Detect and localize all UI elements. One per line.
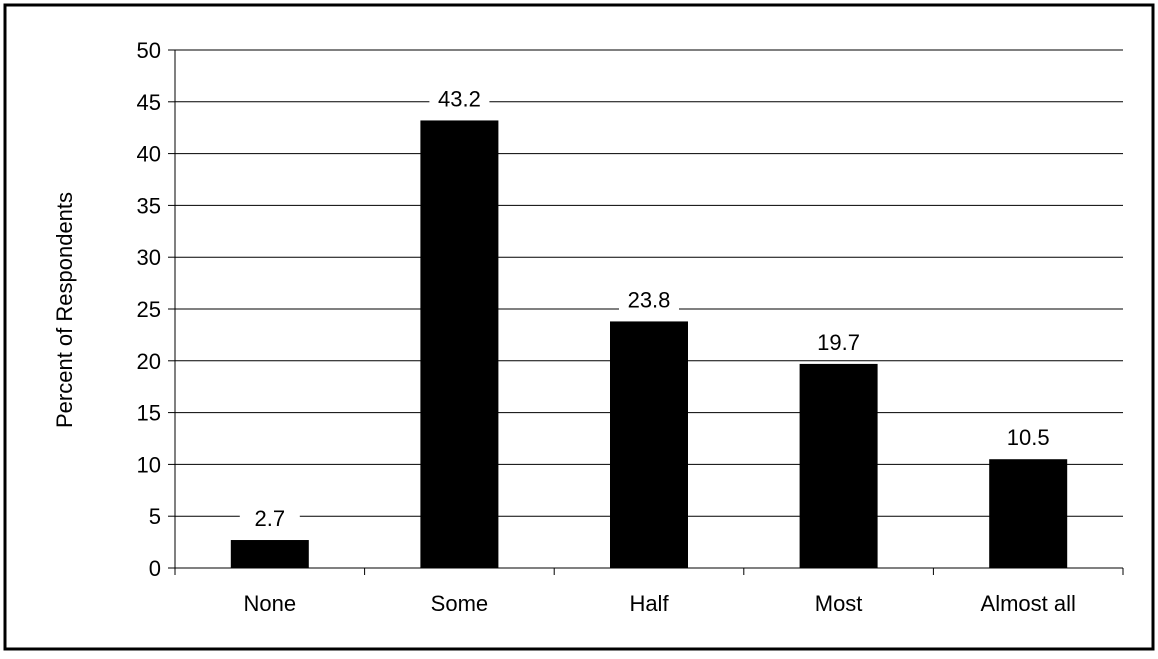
y-tick-label: 25: [137, 297, 161, 322]
x-axis-ticks: None Some Half Most Almost all: [174, 568, 1124, 616]
y-tick-label: 50: [137, 38, 161, 63]
data-label-background: [239, 506, 300, 533]
bar-none: [230, 540, 309, 568]
x-tick-label: Some: [431, 591, 488, 616]
y-tick-label: 20: [137, 349, 161, 374]
data-label: 43.2: [438, 86, 481, 111]
chart-border: [3, 3, 1155, 651]
bar-most: [799, 363, 878, 568]
data-label: 2.7: [255, 506, 286, 531]
data-label: 10.5: [1007, 425, 1050, 450]
y-axis-title: Percent of Respondents: [52, 192, 77, 428]
data-label: 19.7: [817, 330, 860, 355]
y-tick-label: 0: [149, 556, 161, 581]
y-tick-label: 10: [137, 452, 161, 477]
y-tick-label: 15: [137, 401, 161, 426]
bar-half: [610, 321, 688, 568]
data-label-background: [619, 287, 679, 314]
x-tick-label: Most: [815, 591, 863, 616]
y-tick-label: 5: [149, 504, 161, 529]
data-label: 23.8: [628, 287, 671, 312]
data-label-background: [808, 329, 869, 356]
y-axis-ticks: 0 5 10 15 20 25 30 35 40 45 50: [137, 38, 175, 581]
bar-almost-all: [989, 459, 1068, 568]
y-tick-label: 45: [137, 90, 161, 115]
x-tick-label: Almost all: [981, 591, 1076, 616]
data-label-background: [429, 86, 490, 113]
y-tick-label: 30: [137, 245, 161, 270]
bars: 2.7 43.2 23.8 19.7 10.5: [230, 86, 1068, 568]
y-tick-label: 35: [137, 193, 161, 218]
y-tick-label: 40: [137, 142, 161, 167]
bar-some: [420, 120, 499, 568]
x-tick-label: None: [244, 591, 297, 616]
x-tick-label: Half: [629, 591, 669, 616]
gridlines: [175, 49, 1123, 517]
data-label-background: [998, 425, 1059, 452]
